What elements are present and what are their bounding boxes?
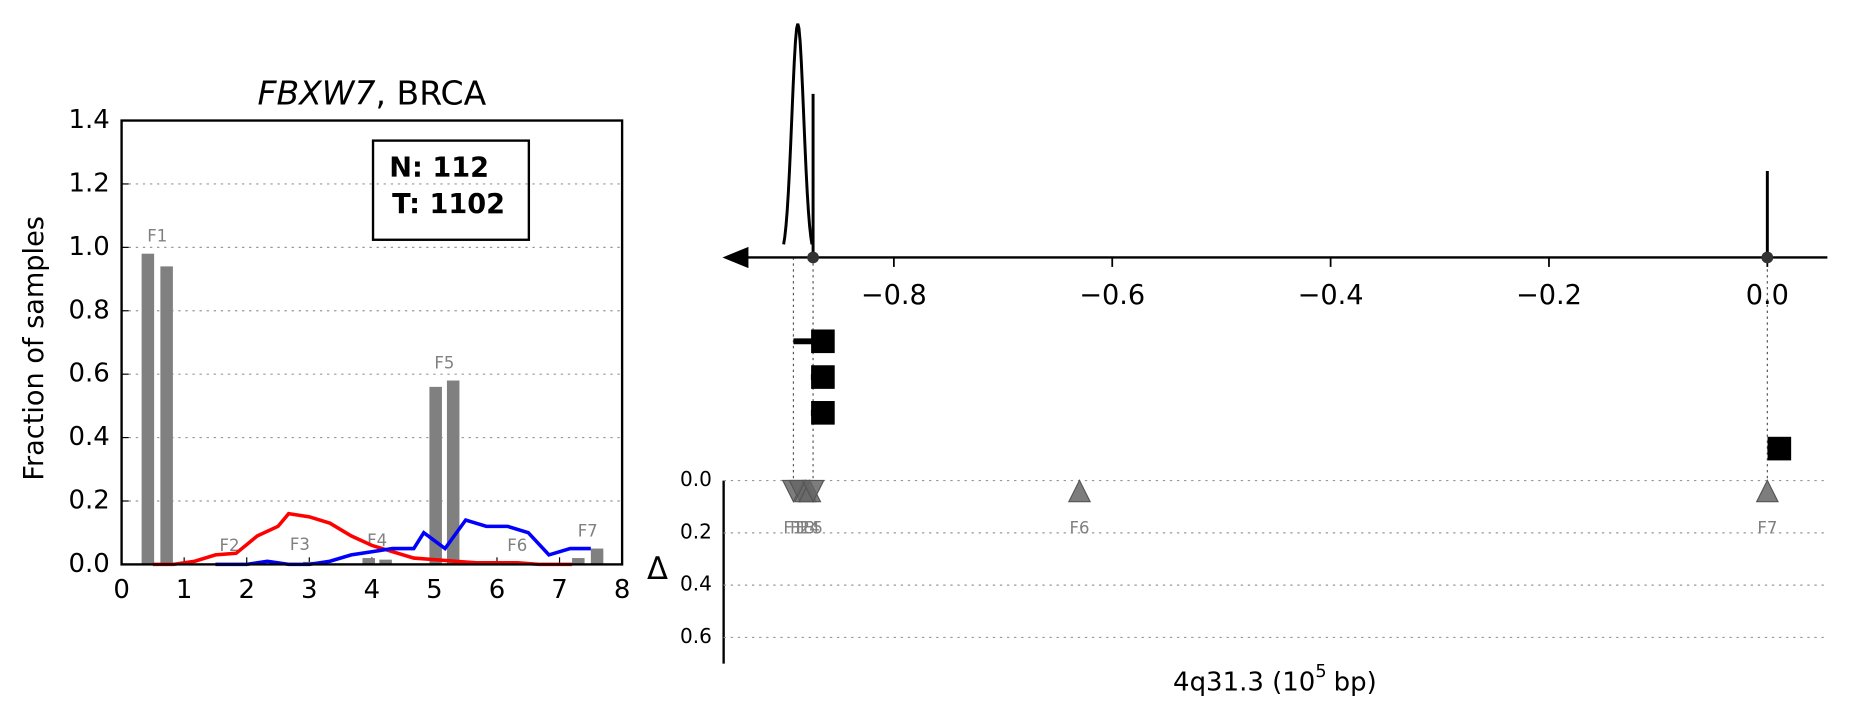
square-marker [811,365,835,389]
feature-triangle [1755,479,1779,503]
x-label-main: 4q31.3 (10 [1173,667,1315,697]
density-peak [782,23,814,245]
bar [160,266,173,565]
x-tick-label: 6 [489,575,506,605]
bar [379,559,392,565]
x-tick-label: 3 [301,575,318,605]
x-tick-label: 0 [113,575,130,605]
annotation-box [371,139,531,241]
line-series [152,511,573,567]
x-tick-label: −0.4 [1298,280,1364,311]
feature-label: F2 [790,518,810,537]
y-tick-label: 0.8 [68,295,109,325]
delta-axis-label: Δ [647,552,668,587]
axis-dot [1761,251,1774,264]
bar-group-label: F2 [220,536,240,555]
delta-tick-label: 0.4 [680,572,712,596]
plot-frame [120,119,624,566]
feature-label: F6 [1069,518,1089,537]
bar [446,380,460,565]
annotation-n: N: 112 [389,152,489,183]
square-marker [811,329,835,354]
x-tick-label: 7 [551,575,568,605]
feature-label: F7 [1757,518,1777,537]
bar [590,548,604,565]
delta-tick-label: 0.6 [680,624,712,648]
bar-group-label: F1 [147,227,167,246]
y-axis-label: Fraction of samples [19,216,50,481]
bar-group-label: F6 [507,536,527,555]
x-label-sup: 5 [1315,662,1326,682]
line-series [215,517,591,567]
delta-tick-label: 0.2 [680,519,712,543]
delta-tick-label: 0.0 [680,467,712,491]
bar-group-label: F3 [290,535,310,554]
y-tick-label: 0.6 [68,359,109,389]
x-axis-label: 4q31.3 (105 bp) [1173,662,1377,697]
feature-label: F3 [795,518,815,537]
x-tick-label: 4 [364,575,381,605]
y-tick-label: 1.2 [68,168,109,198]
bar [362,558,375,565]
bar [141,253,155,565]
feature-label: F4 [800,518,820,537]
axis-arrow [722,246,749,269]
feature-triangle [1067,479,1092,503]
square-marker [1767,436,1792,461]
x-tick-label: −0.8 [861,280,927,311]
title-gene: FBXW7 [257,73,375,112]
bar-group-label: F7 [578,522,598,541]
x-tick-label: 8 [614,575,631,605]
bar-group-label: F5 [434,353,454,372]
bar [429,386,442,565]
y-tick-label: 0.0 [68,549,109,579]
y-tick-label: 0.4 [68,422,109,452]
x-tick-label: 1 [176,575,193,605]
x-tick-label: 0.0 [1746,280,1789,311]
chart-title: FBXW7, BRCA [257,73,486,112]
title-suffix: , BRCA [376,73,487,112]
bar [572,558,585,565]
y-tick-label: 0.2 [68,485,109,515]
annotation-t: T: 1102 [392,189,505,220]
feature-label: F1 [783,518,803,537]
x-label-end: bp) [1334,667,1377,697]
axis-dot [807,251,819,264]
feature-triangle [801,479,825,503]
x-tick-label: −0.2 [1516,280,1582,311]
y-tick-label: 1.0 [68,232,109,262]
x-tick-label: 5 [426,575,443,605]
x-tick-label: 2 [238,575,255,605]
x-tick-label: −0.6 [1079,280,1145,311]
y-tick-label: 1.4 [68,105,109,135]
square-marker [811,401,835,425]
feature-label: F5 [803,518,823,537]
